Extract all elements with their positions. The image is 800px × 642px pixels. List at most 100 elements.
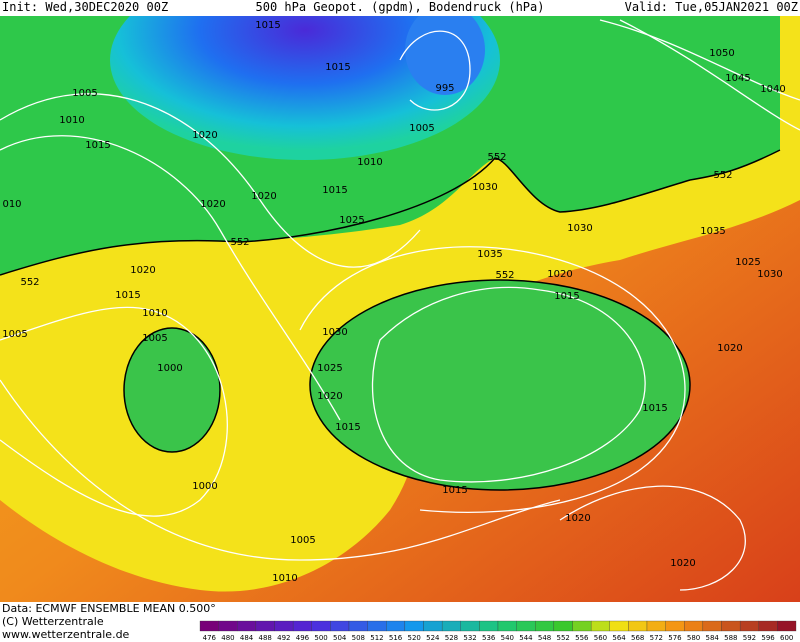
colorbar-label: 560 [594, 634, 607, 642]
green-cell [123, 327, 221, 453]
colorbar-label: 576 [668, 634, 682, 642]
colorbar-label: 520 [408, 634, 421, 642]
colorbar-swatch [535, 620, 555, 632]
isobar [299, 246, 686, 514]
contour-label: 1015 [642, 403, 667, 414]
contour-label: 1005 [142, 333, 167, 344]
colorbar-swatch [404, 620, 424, 632]
colorbar-label: 564 [612, 634, 626, 642]
contour-label: 1030 [567, 223, 592, 234]
colorbar-swatch [758, 620, 778, 632]
contour-label: 1035 [700, 226, 725, 237]
colorbar-swatch [590, 620, 610, 632]
colorbar-label: 596 [761, 634, 775, 642]
colorbar-swatch [348, 620, 368, 632]
colorbar-label: 528 [445, 634, 458, 642]
colorbar-label: 592 [743, 634, 756, 642]
colorbar-swatch [255, 620, 275, 632]
low-center [110, 0, 500, 160]
contour-label: 1015 [325, 62, 350, 73]
colorbar-label: 600 [780, 634, 793, 642]
colorbar-swatch [330, 620, 350, 632]
low-center [405, 5, 485, 95]
colorbar-label: 500 [314, 634, 327, 642]
colorbar-swatch [665, 620, 685, 632]
colorbar-swatch [479, 620, 499, 632]
colorbar-swatch [423, 620, 443, 632]
colorbar-swatch [553, 620, 573, 632]
contour-label: 1015 [255, 20, 280, 31]
contour-label: 1015 [322, 185, 347, 196]
colorbar-swatch [292, 620, 312, 632]
valid-time: Valid: Tue,05JAN2021 00Z [625, 0, 798, 14]
isobar [399, 30, 471, 111]
colorbar-label: 496 [296, 634, 310, 642]
contour-label: 1020 [670, 558, 695, 569]
colorbar-label: 544 [519, 634, 533, 642]
contour-label: 1045 [725, 73, 750, 84]
contour-label: 1005 [2, 329, 27, 340]
green-cell [309, 279, 691, 491]
colorbar-swatch [572, 620, 592, 632]
colorbar-label: 548 [538, 634, 551, 642]
contour-label: 552 [230, 237, 249, 248]
contour-label: 1000 [192, 481, 217, 492]
contour-552 [0, 149, 781, 276]
colorbar-label: 488 [259, 634, 272, 642]
contour-label: 1030 [322, 327, 347, 338]
colorbar-label: 492 [277, 634, 290, 642]
contour-label: 1025 [317, 363, 342, 374]
contour-label: 1015 [554, 291, 579, 302]
colorbar-label: 572 [650, 634, 663, 642]
contour-label: 1010 [357, 157, 382, 168]
colorbar-label: 484 [240, 634, 254, 642]
contour-label: 1020 [717, 343, 742, 354]
colorbar-label: 588 [724, 634, 737, 642]
contour-label: 1020 [547, 269, 572, 280]
colorbar-swatch [441, 620, 461, 632]
website: www.wetterzentrale.de [2, 628, 130, 641]
isobars [0, 19, 800, 591]
isobar [0, 135, 341, 421]
contour-label: 1020 [192, 130, 217, 141]
colorbar-swatch [367, 620, 387, 632]
contour-label: 552 [20, 277, 39, 288]
colorbar-label: 540 [501, 634, 514, 642]
colorbar-label: 476 [203, 634, 217, 642]
contour-label: 1030 [757, 269, 782, 280]
copyright: (C) Wetterzentrale [2, 615, 104, 628]
contour-label: 1020 [200, 199, 225, 210]
colorbar-swatch [516, 620, 536, 632]
colorbar-swatch [386, 620, 406, 632]
colorbar-label: 556 [575, 634, 589, 642]
colorbar-swatch [460, 620, 480, 632]
init-time: Init: Wed,30DEC2020 00Z [2, 0, 168, 14]
colorbar-swatch [199, 620, 219, 632]
colorbar-swatch [721, 620, 741, 632]
colorbar-label: 516 [389, 634, 403, 642]
data-source: Data: ECMWF ENSEMBLE MEAN 0.500° [2, 602, 216, 615]
contour-label: 1010 [142, 308, 167, 319]
contour-label: 552 [495, 270, 514, 281]
colorbar-swatch [684, 620, 704, 632]
contour-label: 1040 [760, 84, 785, 95]
isobar [371, 286, 646, 483]
contour-label: 1020 [130, 265, 155, 276]
colorbar-label: 480 [221, 634, 234, 642]
colorbar-label: 584 [706, 634, 720, 642]
colorbar-swatch [628, 620, 648, 632]
contour-label: 1020 [251, 191, 276, 202]
colorbar-label: 536 [482, 634, 496, 642]
contour-label: 1050 [709, 48, 734, 59]
colorbar-label: 504 [333, 634, 347, 642]
contour-label: 1030 [472, 182, 497, 193]
colorbar-swatch [646, 620, 666, 632]
colorbar-swatch [274, 620, 294, 632]
contour-label: 1015 [442, 485, 467, 496]
contour-labels: 1015100510101015102010159951005552101010… [2, 20, 785, 584]
isobar [559, 485, 746, 591]
contour-label: 1005 [290, 535, 315, 546]
colorbar-label: 580 [687, 634, 700, 642]
colorbar-label: 524 [426, 634, 440, 642]
